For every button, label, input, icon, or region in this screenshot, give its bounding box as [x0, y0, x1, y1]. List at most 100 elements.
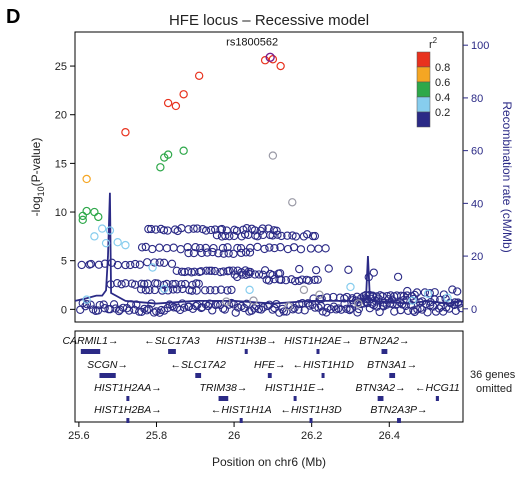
gene-body [316, 349, 320, 354]
snp-point-low-ld [208, 247, 217, 257]
snp-point-low-ld [246, 267, 255, 277]
snp-point-r2-02 [346, 282, 355, 292]
snp-point-r2-grey [249, 296, 258, 305]
snp-point-r2-grey [315, 290, 324, 299]
legend-label: 0.4 [435, 92, 450, 104]
legend-label: 0.6 [435, 77, 450, 89]
snp-point-low-ld [253, 232, 262, 241]
snp-point-low-ld [225, 232, 234, 241]
gene-track-frame [74, 330, 464, 423]
snp-point-low-ld [193, 224, 202, 233]
gene-hist1h3b: HIST1H3B→ [216, 335, 277, 354]
snp-point-low-ld [99, 300, 108, 309]
snp-point-low-ld [310, 231, 320, 241]
snp-point-low-ld [158, 286, 167, 295]
gene-hist1h2ae: HIST1H2AE→ [284, 335, 352, 354]
snp-point-low-ld [345, 305, 354, 315]
snp-point-low-ld [211, 286, 220, 295]
snp-point-r2-grey [299, 285, 309, 295]
gene-body [309, 418, 313, 423]
snp-point-low-ld [303, 299, 313, 308]
gene-hist1h2aa: HIST1H2AA→ [94, 382, 162, 401]
gene-body [321, 373, 325, 378]
lead-snp-label: rs1800562 [226, 36, 278, 48]
snp-point-low-ld [229, 249, 238, 258]
snp-point-r2-08 [163, 98, 173, 108]
snp-point-low-ld [369, 268, 378, 277]
snp-point-low-ld [191, 301, 200, 311]
plot-area [75, 55, 463, 317]
snp-point-low-ld [184, 225, 193, 234]
snp-point-r2-08 [260, 56, 270, 65]
snp-point-low-ld [241, 248, 251, 257]
snp-point-low-ld [148, 244, 157, 254]
snp-point-low-ld [82, 300, 92, 309]
gene-body [239, 418, 243, 423]
snp-point-r2-08 [194, 71, 204, 80]
gene-body [435, 396, 439, 401]
snp-point-low-ld [227, 285, 236, 295]
gene-label: BTN3A2→ [355, 382, 405, 394]
snp-point-low-ld [135, 260, 144, 269]
gene-hist1h3d: ←HIST1H3D [280, 404, 342, 423]
snp-point-low-ld [206, 285, 215, 295]
snp-point-low-ld [212, 231, 222, 240]
snp-point-low-ld [291, 232, 301, 241]
legend-swatch [416, 111, 431, 128]
x-tick-label: 25.6 [68, 430, 89, 442]
x-tick-label: 26 [228, 430, 240, 442]
snp-point-low-ld [159, 226, 169, 235]
snp-point-low-ld [100, 304, 109, 313]
snp-point-low-ld [288, 305, 298, 314]
gene-body [381, 349, 388, 354]
snp-point-low-ld [150, 285, 159, 295]
snp-point-low-ld [423, 308, 432, 317]
snp-point-low-ld [273, 230, 282, 239]
snp-point-low-ld [312, 265, 321, 275]
gene-label: HIST1H2BA→ [94, 404, 162, 416]
legend-swatch [416, 51, 431, 68]
snp-point-low-ld [270, 303, 279, 313]
snp-point-low-ld [265, 243, 274, 252]
gene-body [389, 373, 396, 378]
gene-carmil1: CARMIL1→ [63, 335, 119, 354]
snp-point-low-ld [306, 244, 316, 253]
snp-point-low-ld [172, 266, 181, 275]
snp-point-r2-02 [423, 289, 433, 298]
snp-point-low-ld [236, 244, 246, 253]
snp-point-low-ld [321, 244, 330, 253]
snp-point-r2-grey [288, 198, 297, 207]
snp-point-r2-grey [268, 151, 278, 160]
snp-point-low-ld [224, 249, 233, 258]
snp-point-low-ld [237, 248, 246, 258]
gene-body [377, 396, 384, 401]
snp-point-low-ld [288, 231, 297, 240]
snp-point-low-ld [300, 306, 309, 315]
snp-point-low-ld [225, 266, 234, 275]
snp-point-r2-04 [82, 206, 91, 216]
snp-point-low-ld [203, 248, 212, 257]
snp-point-low-ld [176, 245, 185, 254]
x-tick-label: 26.2 [301, 430, 322, 442]
snp-point-low-ld [168, 280, 177, 289]
y-left-tick-label: 15 [55, 158, 67, 170]
snp-point-low-ld [167, 259, 177, 268]
snp-point-low-ld [260, 244, 269, 254]
snp-point-low-ld [430, 288, 439, 297]
snp-point-r2-08 [276, 61, 285, 71]
gene-btn2a3p: BTN2A3P→ [370, 404, 428, 423]
snp-point-r2-04 [179, 146, 188, 155]
snp-point-low-ld [237, 301, 246, 311]
snp-point-r2-08 [121, 128, 130, 137]
snp-point-low-ld [258, 224, 267, 233]
snp-point-low-ld [386, 291, 395, 300]
y-right-tick-label: 60 [471, 146, 483, 158]
snp-point-low-ld [137, 243, 147, 252]
snp-point-low-ld [373, 302, 382, 311]
legend-label: 0.8 [435, 62, 450, 74]
snp-point-low-ld [187, 268, 196, 277]
snp-point-low-ld [196, 267, 206, 276]
gene-label: ←HIST1H3D [280, 404, 342, 416]
gene-label: ←SLC17A2 [170, 359, 226, 371]
